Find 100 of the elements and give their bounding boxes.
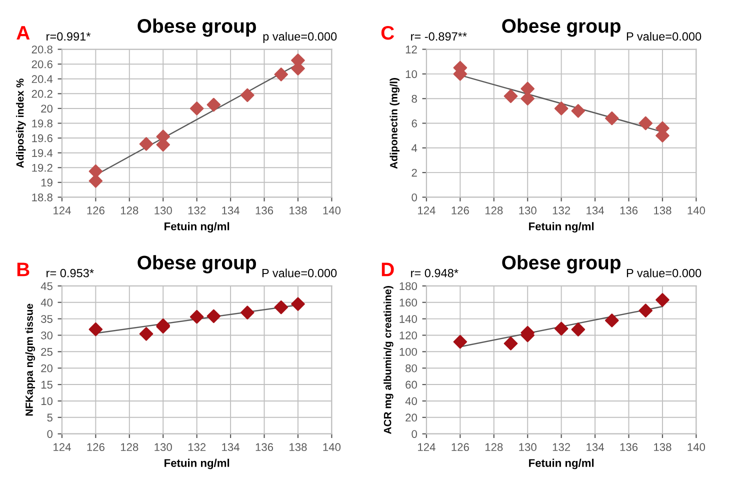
- y-axis-title: ACR mg albumin/g creatinine): [384, 286, 394, 434]
- x-tick-label: 126: [87, 206, 104, 214]
- point: [190, 310, 204, 324]
- x-tick-label: 136: [620, 206, 638, 214]
- text: B: [17, 262, 30, 276]
- point: [656, 293, 670, 307]
- x-tick-label: 130: [154, 206, 172, 214]
- y-tick-label: 20: [406, 414, 418, 422]
- y-tick-label: 20.4: [32, 75, 53, 84]
- y-tick-label: 10: [41, 397, 53, 406]
- x-tick-label: 126: [452, 443, 469, 452]
- point: [504, 89, 518, 104]
- x-tick-label: 124: [418, 206, 436, 214]
- text: D: [382, 262, 394, 276]
- point: [190, 102, 204, 116]
- x-tick-label: 132: [552, 443, 570, 452]
- y-tick-label: 8: [412, 94, 417, 103]
- x-axis-title: Fetuin ng/ml: [164, 222, 230, 233]
- chart-title: Obese group: [502, 255, 620, 274]
- x-tick-label: 130: [519, 443, 536, 452]
- point: [274, 300, 288, 314]
- y-tick-label: 2: [412, 168, 417, 177]
- point: [520, 92, 535, 106]
- y-tick-label: 0: [47, 430, 53, 438]
- x-tick-label: 140: [323, 443, 341, 452]
- x-tick-label: 126: [87, 443, 104, 452]
- text: P value=0.000: [262, 268, 337, 278]
- y-tick-label: 180: [400, 282, 418, 290]
- text: P value=0.000: [626, 32, 702, 41]
- x-axis-title: Fetuin ng/ml: [164, 458, 230, 470]
- y-tick-label: 45: [40, 282, 52, 290]
- point: [554, 102, 568, 116]
- text: r= 0.953*: [46, 268, 94, 278]
- x-tick-label: 136: [256, 206, 274, 214]
- x-tick-label: 130: [519, 206, 536, 214]
- y-tick-label: 20: [41, 364, 53, 372]
- y-tick-label: 20.2: [32, 90, 52, 98]
- chart-title: Obese group: [502, 18, 620, 37]
- point: [520, 82, 535, 96]
- point: [240, 306, 254, 320]
- x-axis-title: Fetuin ng/ml: [529, 222, 594, 233]
- text: r=0.991*: [46, 32, 91, 41]
- x-tick-label: 128: [485, 443, 503, 452]
- y-tick-label: 10: [406, 70, 418, 78]
- y-tick-label: 100: [400, 348, 418, 356]
- text: A: [16, 26, 30, 40]
- point: [554, 322, 568, 336]
- y-tick-label: 20: [41, 104, 53, 113]
- point: [206, 98, 221, 112]
- point: [571, 322, 586, 336]
- y-tick-label: 30: [41, 332, 53, 340]
- x-tick-label: 130: [154, 443, 172, 452]
- text: C: [381, 26, 394, 40]
- x-tick-label: 132: [552, 206, 570, 214]
- y-tick-label: 80: [406, 364, 418, 372]
- point: [240, 88, 254, 102]
- y-axis-title: Adiposity index %: [16, 78, 26, 168]
- y-tick-label: 6: [412, 120, 417, 128]
- x-tick-label: 134: [586, 443, 604, 452]
- x-tick-label: 132: [188, 443, 206, 452]
- y-tick-label: 35: [41, 315, 52, 323]
- point: [638, 304, 653, 318]
- point: [88, 322, 103, 336]
- y-tick-label: 120: [400, 332, 418, 340]
- y-tick-label: 140: [400, 315, 418, 323]
- x-tick-label: 124: [54, 443, 71, 451]
- y-tick-label: 19: [41, 178, 52, 187]
- y-tick-label: 160: [400, 298, 418, 307]
- point: [291, 297, 305, 311]
- y-axis-title: Adiponectin (mg/l): [390, 78, 400, 169]
- y-tick-label: 40: [405, 397, 418, 406]
- x-tick-label: 132: [188, 206, 206, 214]
- y-tick-label: 40: [40, 298, 53, 307]
- x-tick-label: 134: [222, 443, 240, 452]
- y-tick-label: 25: [41, 348, 52, 356]
- x-tick-label: 140: [688, 206, 706, 214]
- x-tick-label: 128: [120, 443, 138, 452]
- y-tick-label: 0: [412, 430, 418, 438]
- point: [571, 104, 586, 118]
- x-tick-label: 126: [452, 206, 469, 214]
- y-tick-label: 19.4: [32, 149, 53, 157]
- y-tick-label: 5: [47, 414, 52, 422]
- point: [504, 336, 518, 350]
- x-tick-label: 134: [586, 206, 604, 214]
- x-tick-label: 138: [654, 443, 672, 452]
- point: [88, 174, 103, 188]
- point: [605, 314, 619, 328]
- y-tick-label: 12: [406, 46, 417, 54]
- point: [453, 334, 468, 349]
- y-tick-label: 19.8: [32, 120, 52, 128]
- x-tick-label: 128: [120, 206, 138, 214]
- y-tick-label: 20.6: [32, 60, 52, 68]
- x-tick-label: 140: [688, 443, 706, 452]
- y-tick-label: 60: [406, 380, 418, 389]
- x-tick-label: 140: [323, 206, 341, 214]
- chart-title: Obese group: [138, 255, 256, 274]
- point: [139, 327, 154, 341]
- y-tick-label: 4: [412, 144, 418, 152]
- x-tick-label: 124: [54, 206, 71, 214]
- y-tick-label: 19.6: [32, 134, 52, 142]
